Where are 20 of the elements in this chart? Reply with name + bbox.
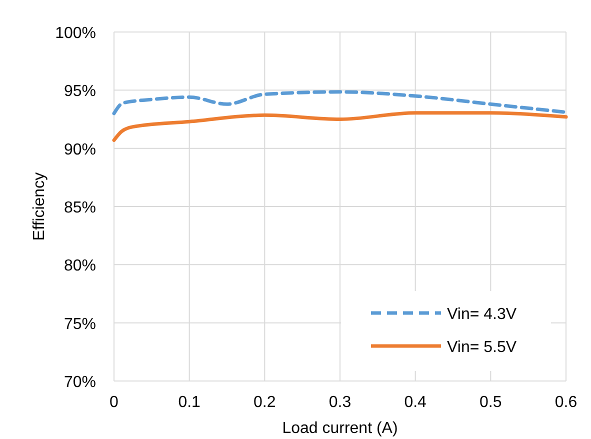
line-series [112,111,568,142]
x-tick-label: 0.2 [254,394,276,411]
y-tick-label: 70% [64,374,96,391]
x-axis-title: Load current (A) [282,420,398,437]
x-tick-label: 0.6 [554,394,578,411]
x-tick-label: 0 [110,394,119,411]
legend-label: Vin= 4.3V [447,306,517,323]
y-tick-label: 90% [64,141,96,158]
y-tick-label: 100% [55,25,96,42]
x-tick-label: 0.4 [404,394,427,411]
y-tick-label: 95% [64,83,96,100]
y-tick-label: 85% [64,200,96,216]
x-tick-label: 0.5 [480,394,502,411]
y-tick-label: 80% [64,258,96,275]
x-tick-label: 0.3 [328,394,352,411]
y-axis-title: Efficiency [31,172,48,241]
x-tick-label: 0.1 [178,394,201,411]
line-series [112,90,568,116]
y-tick-label: 75% [64,316,96,333]
legend-label: Vin= 5.5V [447,339,517,356]
